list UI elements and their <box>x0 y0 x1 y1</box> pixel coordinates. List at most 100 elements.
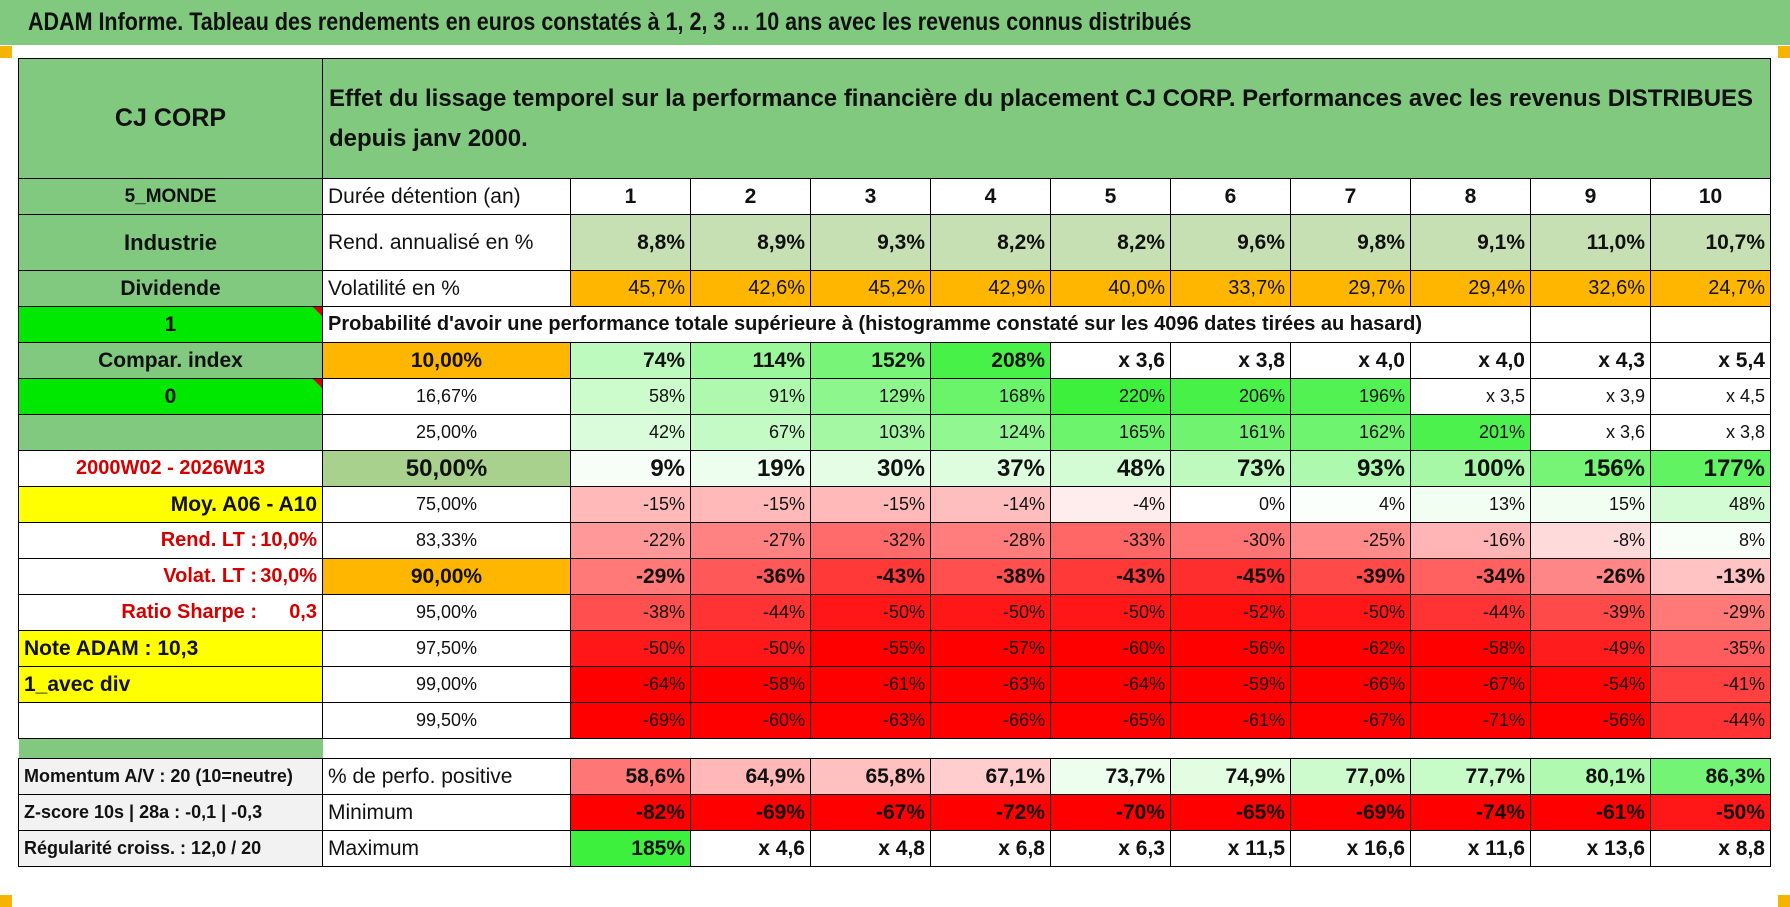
probability-value: -65% <box>1050 702 1171 739</box>
probability-value: 8% <box>1650 522 1771 559</box>
probability-value: -41% <box>1650 666 1771 703</box>
probability-value: x 5,4 <box>1650 342 1771 379</box>
probability-value: -16% <box>1410 522 1531 559</box>
probability-value: 0% <box>1170 486 1291 523</box>
probability-value: -15% <box>570 486 691 523</box>
index-flag: 1 <box>18 306 323 343</box>
return-value: 9,6% <box>1170 214 1291 271</box>
return-label: Rend. annualisé en % <box>322 214 571 271</box>
probability-value: -50% <box>1050 594 1171 631</box>
probability-value: -15% <box>810 486 931 523</box>
stats-value: x 4,6 <box>690 830 811 867</box>
stats-value: x 16,6 <box>1290 830 1411 867</box>
quantile-label: 75,00% <box>322 486 571 523</box>
stats-value: x 8,8 <box>1650 830 1771 867</box>
probability-value: -64% <box>1050 666 1171 703</box>
performance-table: CJ CORP Effet du lissage temporel sur la… <box>18 58 1771 867</box>
quantile-label: 16,67% <box>322 378 571 415</box>
stats-value: -69% <box>1290 794 1411 831</box>
return-value: 8,2% <box>1050 214 1171 271</box>
probability-value: 67% <box>690 414 811 451</box>
side-label-text: Ratio Sharpe : <box>121 601 257 623</box>
duration-value: 7 <box>1290 178 1411 215</box>
quantile-label: 99,50% <box>322 702 571 739</box>
probability-value: -57% <box>930 630 1051 667</box>
volatility-value: 29,4% <box>1410 270 1531 307</box>
stats-value: 80,1% <box>1530 758 1651 795</box>
probability-value: -49% <box>1530 630 1651 667</box>
fund-description: Effet du lissage temporel sur la perform… <box>322 58 1771 179</box>
quantile-label: 25,00% <box>322 414 571 451</box>
probability-value: 93% <box>1290 450 1411 487</box>
stats-row: Régularité croiss. : 12,0 / 20 Maximum 185… <box>18 830 1771 867</box>
probability-value: 37% <box>930 450 1051 487</box>
probability-value: 30% <box>810 450 931 487</box>
stats-value: -61% <box>1530 794 1651 831</box>
probability-value: -44% <box>1410 594 1531 631</box>
side-label: Moy. A06 - A10 <box>18 486 323 523</box>
probability-value: -25% <box>1290 522 1411 559</box>
probability-value: 152% <box>810 342 931 379</box>
stats-value: x 13,6 <box>1530 830 1651 867</box>
side-label: 1_avec div <box>18 666 323 703</box>
return-value: 8,2% <box>930 214 1051 271</box>
quantile-label: 10,00% <box>322 342 571 379</box>
probability-value: -22% <box>570 522 691 559</box>
probability-value: -60% <box>1050 630 1171 667</box>
sector-label: Industrie <box>18 214 323 271</box>
probability-value: -14% <box>930 486 1051 523</box>
separator-cell <box>1650 738 1771 759</box>
probability-value: -50% <box>930 594 1051 631</box>
separator-cell <box>1290 738 1411 759</box>
probability-value: 124% <box>930 414 1051 451</box>
separator-row <box>18 738 1771 759</box>
report-title: ADAM Informe. Tableau des rendements en … <box>28 8 1192 36</box>
volatility-value: 33,7% <box>1170 270 1291 307</box>
probability-row: 99,50% -69% -60% -63% -66% -65% -61% -67% -71% -5… <box>18 702 1771 739</box>
probability-value: -29% <box>570 558 691 595</box>
probability-value: 196% <box>1290 378 1411 415</box>
separator-cell <box>1410 738 1531 759</box>
duration-value: 3 <box>810 178 931 215</box>
corner-marker-bottom-left <box>0 895 12 907</box>
corner-marker-bottom-right <box>1778 895 1790 907</box>
stats-value: -82% <box>570 794 691 831</box>
return-value: 9,3% <box>810 214 931 271</box>
quantile-label: 97,50% <box>322 630 571 667</box>
duration-value: 5 <box>1050 178 1171 215</box>
probability-value: -50% <box>1290 594 1411 631</box>
probability-value: -61% <box>810 666 931 703</box>
stats-value: 73,7% <box>1050 758 1171 795</box>
stats-label: % de perfo. positive <box>322 758 571 795</box>
probability-value: 161% <box>1170 414 1291 451</box>
stats-value: 64,9% <box>690 758 811 795</box>
probability-value: -44% <box>690 594 811 631</box>
probability-value: -52% <box>1170 594 1291 631</box>
quantile-label: 83,33% <box>322 522 571 559</box>
side-label <box>18 702 323 739</box>
return-value: 8,8% <box>570 214 691 271</box>
separator-cell <box>930 738 1051 759</box>
title-bar: ADAM Informe. Tableau des rendements en … <box>0 0 1790 45</box>
probability-row: Note ADAM : 10,3 97,50% -50% -50% -55% -57% -6… <box>18 630 1771 667</box>
probability-value: 42% <box>570 414 691 451</box>
probability-value: 15% <box>1530 486 1651 523</box>
separator-cell <box>810 738 931 759</box>
probability-value: 74% <box>570 342 691 379</box>
probability-value: -38% <box>570 594 691 631</box>
probability-value: -63% <box>810 702 931 739</box>
side-label: Volat. LT :30,0% <box>18 558 323 595</box>
probability-value: 48% <box>1650 486 1771 523</box>
stats-value: x 6,8 <box>930 830 1051 867</box>
stats-value: -72% <box>930 794 1051 831</box>
probability-value: 91% <box>690 378 811 415</box>
probability-value: -55% <box>810 630 931 667</box>
side-label: Compar. index <box>18 342 323 379</box>
probability-value: x 3,6 <box>1050 342 1171 379</box>
probability-value: -59% <box>1170 666 1291 703</box>
stats-value: -65% <box>1170 794 1291 831</box>
duration-value: 8 <box>1410 178 1531 215</box>
duration-value: 2 <box>690 178 811 215</box>
duration-value: 9 <box>1530 178 1651 215</box>
side-label-text: Volat. LT : <box>163 565 257 587</box>
